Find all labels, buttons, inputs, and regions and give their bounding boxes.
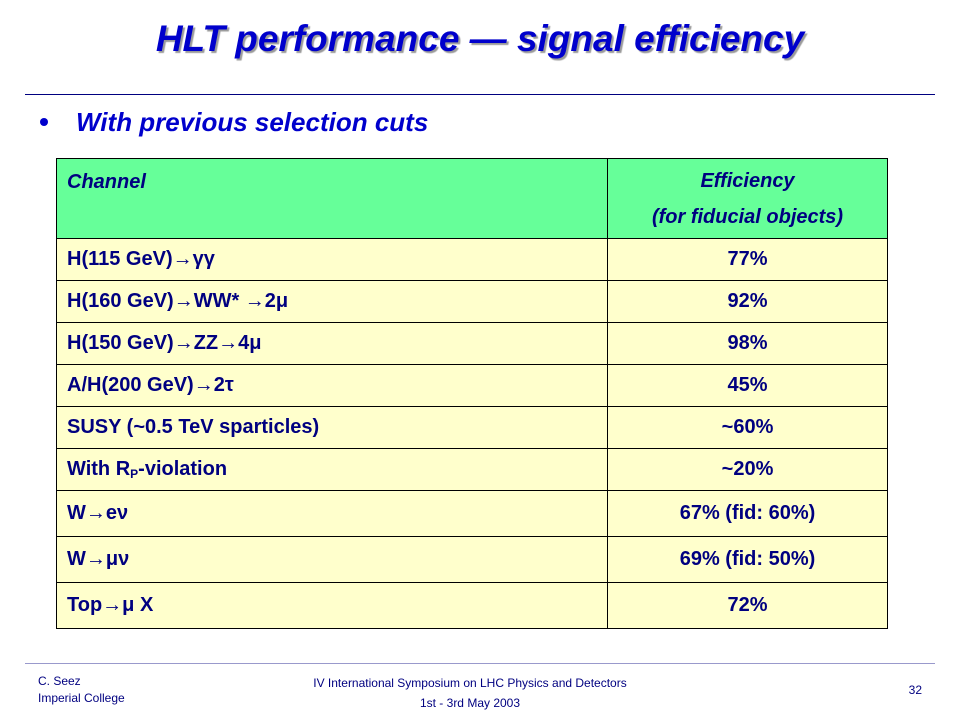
header-efficiency: Efficiency (for fiducial objects) <box>607 158 888 239</box>
bullet-point: With previous selection cuts <box>40 104 428 140</box>
efficiency-cell: 69% (fid: 50%) <box>607 536 888 583</box>
efficiency-cell: 92% <box>607 280 888 323</box>
table-row: W→μν 69% (fid: 50%) <box>56 536 888 583</box>
title-divider <box>25 94 935 95</box>
table-row: W→eν 67% (fid: 60%) <box>56 490 888 537</box>
slide-title: HLT performance — signal efficiency <box>155 18 805 59</box>
efficiency-cell: 77% <box>607 238 888 281</box>
footer-institution: Imperial College <box>38 691 125 705</box>
table-row: H(160 GeV)→WW* →2μ 92% <box>56 280 888 323</box>
table-row: SUSY (~0.5 TeV sparticles) ~60% <box>56 406 888 449</box>
channel-cell: H(115 GeV)→γγ <box>56 238 608 281</box>
footer-author: C. Seez <box>38 674 81 688</box>
channel-cell: A/H(200 GeV)→2τ <box>56 364 608 407</box>
footer-author-block: C. Seez Imperial College <box>38 673 125 707</box>
efficiency-table: Channel Efficiency (for fiducial objects… <box>56 158 888 629</box>
channel-cell: With RP-violation <box>56 448 608 491</box>
efficiency-cell: ~60% <box>607 406 888 449</box>
channel-subscript: P <box>130 467 139 481</box>
bullet-dot-icon <box>40 118 48 126</box>
channel-text-rest: -violation <box>138 458 228 480</box>
header-channel: Channel <box>56 158 608 239</box>
channel-cell: W→eν <box>56 490 608 537</box>
efficiency-cell: 45% <box>607 364 888 407</box>
channel-cell: SUSY (~0.5 TeV sparticles) <box>56 406 608 449</box>
footer-event: IV International Symposium on LHC Physic… <box>313 676 627 690</box>
header-efficiency-title: Efficiency <box>700 169 795 192</box>
table-row: Top→μ X 72% <box>56 582 888 629</box>
channel-text: With R <box>67 458 131 480</box>
header-efficiency-subtitle: (for fiducial objects) <box>651 205 844 228</box>
footer-event-block: IV International Symposium on LHC Physic… <box>0 673 940 713</box>
page-number: 32 <box>908 683 922 697</box>
channel-cell: H(160 GeV)→WW* →2μ <box>56 280 608 323</box>
footer-dates: 1st - 3rd May 2003 <box>419 696 521 710</box>
table-row: A/H(200 GeV)→2τ 45% <box>56 364 888 407</box>
efficiency-cell: 67% (fid: 60%) <box>607 490 888 537</box>
efficiency-cell: 72% <box>607 582 888 629</box>
bullet-text: With previous selection cuts <box>76 106 429 137</box>
efficiency-cell: 98% <box>607 322 888 365</box>
table-row: H(115 GeV)→γγ 77% <box>56 238 888 281</box>
table-row: With RP-violation ~20% <box>56 448 888 491</box>
channel-cell: W→μν <box>56 536 608 583</box>
table-header-row: Channel Efficiency (for fiducial objects… <box>56 158 888 239</box>
efficiency-cell: ~20% <box>607 448 888 491</box>
footer-divider <box>25 663 935 664</box>
channel-cell: H(150 GeV)→ZZ→4μ <box>56 322 608 365</box>
channel-cell: Top→μ X <box>56 582 608 629</box>
table-row: H(150 GeV)→ZZ→4μ 98% <box>56 322 888 365</box>
